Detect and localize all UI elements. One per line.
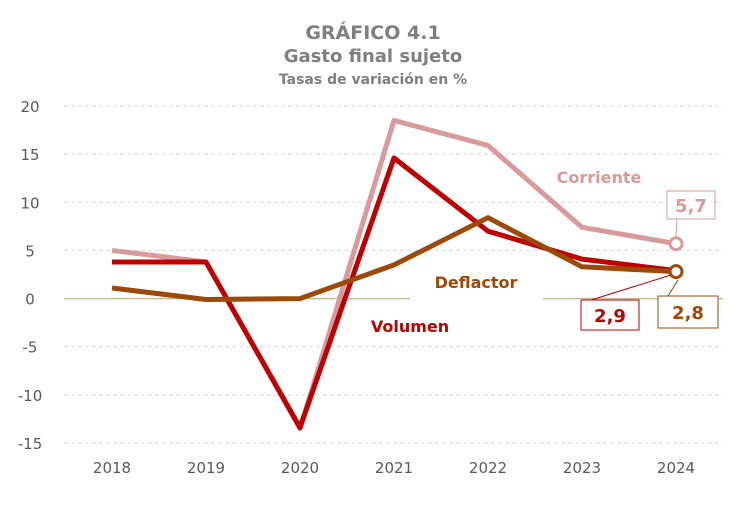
chart-units: Tasas de variación en % [278,72,468,88]
callout-box-volumen [580,299,640,331]
x-tick-label: 2023 [563,459,601,477]
y-tick-label: 5 [25,242,35,260]
callout-pointer [667,279,679,297]
y-tick-label: 0 [25,291,35,309]
x-tick-label: 2018 [93,459,131,477]
y-tick-label: -5 [23,339,38,357]
x-tick-label: 2020 [281,459,319,477]
y-tick-label: -10 [18,387,43,405]
y-tick-label: 15 [20,146,39,164]
series-label-corriente: Corriente [557,168,642,187]
x-tick-label: 2021 [375,459,413,477]
x-tick-label: 2019 [187,459,225,477]
callout-box-corriente [666,190,716,220]
chart-title: GRÁFICO 4.1 [305,22,441,44]
x-tick-label: 2022 [469,459,507,477]
series-label-deflactor: Deflactor [435,273,518,292]
y-tick-label: 20 [20,98,39,116]
series-line-corriente [111,117,677,432]
x-tick-label: 2024 [657,459,695,477]
end-value-label-volumen: 2,9 [594,306,626,327]
series-label-volumen: Volumen [371,317,449,336]
callout-pointer [675,218,678,237]
end-marker-deflactor [668,264,684,280]
callout-box-deflactor [657,295,719,329]
callout-pointer [590,274,672,301]
series-line-volumen [112,155,677,431]
end-value-label-deflactor: 2,8 [672,303,704,324]
end-marker-corriente [668,236,684,252]
y-tick-label: -15 [18,435,43,453]
series-line-deflactor [111,215,677,303]
end-value-label-corriente: 5,7 [675,196,707,217]
y-tick-label: 10 [20,194,39,212]
chart-subtitle: Gasto final sujeto [283,46,463,67]
